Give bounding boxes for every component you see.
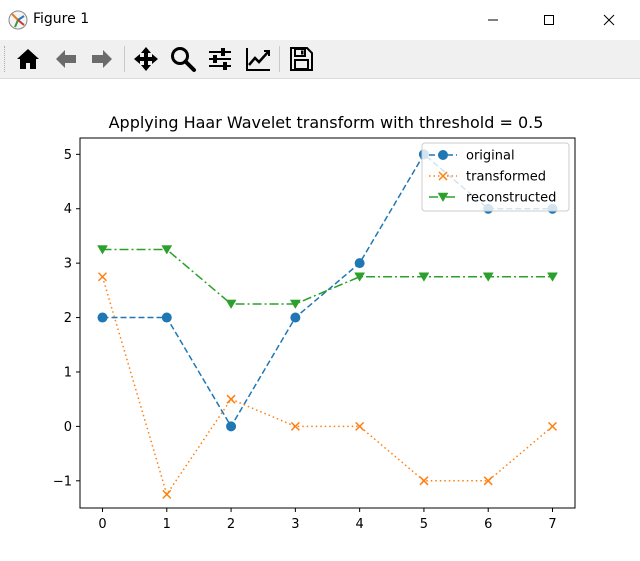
data-point-transformed <box>419 476 429 486</box>
data-point-reconstructed <box>225 299 237 309</box>
x-tick-label: 2 <box>227 517 235 532</box>
home-icon <box>17 49 39 69</box>
home-button[interactable] <box>12 43 44 75</box>
data-point-reconstructed <box>289 299 301 309</box>
data-point-original <box>354 258 365 269</box>
data-point-original <box>161 312 172 323</box>
toolbar-separator <box>124 46 125 72</box>
move-icon <box>134 47 158 71</box>
forward-button[interactable] <box>86 43 118 75</box>
x-tick-label: 5 <box>420 517 428 532</box>
matplotlib-app-icon <box>8 10 28 30</box>
data-point-transformed <box>290 421 300 431</box>
x-tick-label: 6 <box>484 517 492 532</box>
legend-label-original: original <box>466 149 515 164</box>
data-point-reconstructed <box>547 272 558 282</box>
magnifier-icon <box>171 47 196 72</box>
legend-label-transformed: transformed <box>466 170 546 185</box>
x-tick-label: 3 <box>291 517 299 532</box>
arrow-left-icon <box>56 50 76 68</box>
data-point-transformed <box>226 394 236 404</box>
back-button[interactable] <box>50 43 82 75</box>
data-point-original <box>290 312 301 323</box>
maximize-icon <box>544 15 554 25</box>
y-tick-label: 4 <box>64 202 72 217</box>
legend-marker-original <box>438 150 448 160</box>
toolbar-grip <box>4 46 7 72</box>
maximize-button[interactable] <box>526 0 572 40</box>
x-tick-label: 0 <box>98 517 106 532</box>
title-bar: Figure 1 <box>0 0 640 40</box>
arrow-right-icon <box>92 50 112 68</box>
data-point-transformed <box>483 476 493 486</box>
data-point-reconstructed <box>482 272 494 282</box>
sliders-icon <box>209 48 231 70</box>
navigation-toolbar <box>0 40 640 79</box>
y-tick-label: −1 <box>53 474 72 489</box>
series-line-transformed <box>101 276 553 497</box>
x-tick-label: 4 <box>356 517 364 532</box>
legend: original transformed reconstructed <box>421 142 570 212</box>
zoom-button[interactable] <box>167 43 199 75</box>
x-tick-label: 1 <box>163 517 171 532</box>
toolbar-separator <box>279 46 280 72</box>
close-button[interactable] <box>586 0 632 40</box>
y-tick-label: 0 <box>64 420 72 435</box>
y-tick-label: 3 <box>64 257 72 272</box>
data-point-reconstructed <box>354 272 366 282</box>
minimize-button[interactable] <box>470 0 516 40</box>
y-tick-label: 2 <box>64 311 72 326</box>
series-line-reconstructed <box>102 248 553 305</box>
configure-subplots-button[interactable] <box>204 43 236 75</box>
data-point-reconstructed <box>161 245 173 255</box>
figure-canvas[interactable]: Applying Haar Wavelet transform with thr… <box>0 79 640 557</box>
legend-label-reconstructed: reconstructed <box>466 191 556 206</box>
y-tick-label: 1 <box>64 365 72 380</box>
chart-title: Applying Haar Wavelet transform with thr… <box>109 113 544 132</box>
data-point-reconstructed <box>418 272 430 282</box>
legend-box <box>421 142 570 212</box>
data-point-original <box>97 312 108 323</box>
line-chart-icon <box>246 48 270 71</box>
data-point-transformed <box>355 421 365 431</box>
minimize-icon <box>488 19 498 21</box>
pan-button[interactable] <box>130 43 162 75</box>
x-tick-label: 7 <box>548 517 556 532</box>
edit-axis-button[interactable] <box>242 43 274 75</box>
window-title: Figure 1 <box>33 11 90 27</box>
data-point-reconstructed <box>97 245 108 255</box>
floppy-disk-icon <box>290 47 313 71</box>
save-button[interactable] <box>285 43 317 75</box>
legend-marker-reconstructed <box>437 192 449 202</box>
legend-marker-transformed <box>438 171 448 181</box>
close-icon <box>603 14 615 26</box>
data-point-original <box>226 421 237 432</box>
data-point-transformed <box>162 489 172 499</box>
data-point-transformed <box>547 421 558 431</box>
line-chart: Applying Haar Wavelet transform with thr… <box>53 113 576 532</box>
data-point-transformed <box>97 272 108 282</box>
axes-frame <box>79 137 576 509</box>
y-tick-label: 5 <box>64 148 72 163</box>
